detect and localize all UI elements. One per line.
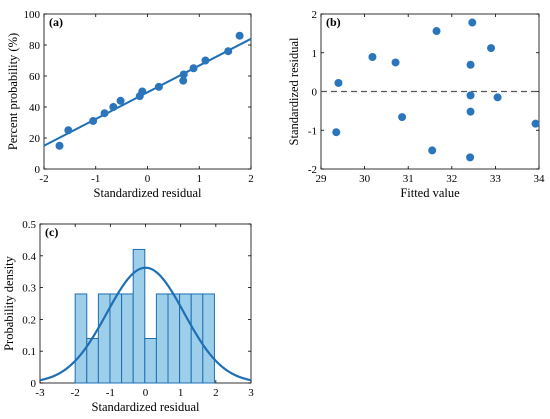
data-point [468, 18, 477, 27]
x-tick-label: -3 [35, 387, 45, 399]
panel-label: (b) [326, 15, 341, 29]
data-point [466, 107, 475, 116]
histogram-bar [167, 293, 181, 384]
y-tick-label: 0 [35, 164, 41, 176]
data-point [398, 113, 407, 122]
histogram-bar [155, 293, 169, 384]
data-point [100, 109, 109, 118]
x-tick-label: -1 [91, 173, 100, 185]
data-point [466, 60, 475, 69]
x-tick-label: 0 [143, 387, 149, 399]
y-tick-label: -2 [308, 164, 317, 176]
histogram-bar [190, 293, 204, 384]
panel-label: (c) [45, 225, 58, 239]
y-tick-label: -1 [308, 125, 317, 137]
histogram-bar [132, 248, 146, 384]
x-axis-label: Standardized residual [94, 186, 202, 200]
x-tick-label: 1 [178, 387, 184, 399]
data-point [179, 70, 188, 79]
data-point [201, 56, 210, 65]
y-tick-label: 80 [29, 40, 41, 52]
normal-fit-curve [39, 266, 252, 382]
y-axis-label: Probability density [2, 255, 16, 351]
x-tick-label: 2 [213, 387, 219, 399]
data-point [64, 126, 73, 135]
x-tick-label: 3 [248, 387, 254, 399]
x-tick-label: 0 [145, 173, 151, 185]
x-axis-label: Standardized residual [92, 400, 200, 414]
chart-panel-b: 29 30 31 32 33 34 -2 -1 0 1 2 Fitted value Standardi… [287, 9, 545, 200]
chart-panel-c: -3 -2 -1 0 1 2 3 0 0.1 0.2 0.3 0.4 0.5 Standardized r… [2, 219, 254, 414]
data-point [138, 87, 147, 96]
x-tick-label: -2 [39, 173, 48, 185]
y-tick-label: 0.1 [22, 346, 36, 358]
y-tick-label: 0.5 [22, 219, 36, 231]
y-tick-label: 2 [312, 9, 318, 21]
y-tick-label: 0 [312, 87, 318, 99]
y-tick-label: 100 [24, 9, 41, 21]
x-tick-label: 30 [359, 173, 371, 185]
data-point [493, 93, 502, 102]
y-tick-label: 60 [29, 71, 41, 83]
data-point [332, 128, 341, 137]
x-axis-label: Fitted value [400, 186, 460, 200]
x-tick-label: 31 [403, 173, 414, 185]
x-tick-label: -1 [106, 387, 115, 399]
y-tick-label: 0.4 [22, 251, 36, 263]
data-point [391, 58, 400, 67]
data-point [154, 82, 163, 91]
histogram-bar [109, 293, 123, 384]
y-tick-label: 0.3 [22, 283, 36, 295]
histogram-bar [202, 293, 215, 384]
data-point [224, 47, 233, 56]
y-tick-label: 0.2 [22, 314, 36, 326]
histogram-bar [74, 293, 88, 384]
data-point [235, 31, 244, 40]
data-point [487, 44, 496, 53]
x-tick-label: 2 [248, 173, 254, 185]
data-point [531, 119, 540, 128]
histogram-bar [121, 293, 134, 384]
data-point [368, 53, 377, 62]
x-tick-label: 34 [534, 173, 546, 185]
y-tick-label: 0 [31, 378, 37, 390]
histogram-bar [97, 293, 111, 384]
x-tick-label: 1 [197, 173, 203, 185]
x-tick-label: 33 [490, 173, 502, 185]
data-point [109, 103, 118, 111]
y-tick-label: 40 [29, 102, 41, 114]
data-point [428, 146, 437, 155]
fit-line [43, 37, 252, 147]
y-tick-label: 1 [312, 48, 318, 60]
data-point [116, 96, 125, 105]
histogram-bar [144, 337, 157, 384]
y-axis-label: Standardized residual [287, 37, 301, 145]
data-point [466, 91, 475, 100]
x-tick-label: -2 [71, 387, 80, 399]
panel-label: (a) [49, 15, 63, 29]
x-tick-label: 32 [446, 173, 457, 185]
y-axis-label: Percent probability (%) [6, 33, 20, 150]
x-tick-label: 29 [316, 173, 328, 185]
data-point [179, 76, 188, 85]
y-tick-label: 20 [29, 133, 41, 145]
data-point [189, 64, 198, 73]
data-point [432, 27, 441, 36]
data-point [334, 78, 343, 87]
data-point [55, 141, 64, 150]
data-point [466, 153, 475, 162]
data-point [89, 116, 98, 125]
